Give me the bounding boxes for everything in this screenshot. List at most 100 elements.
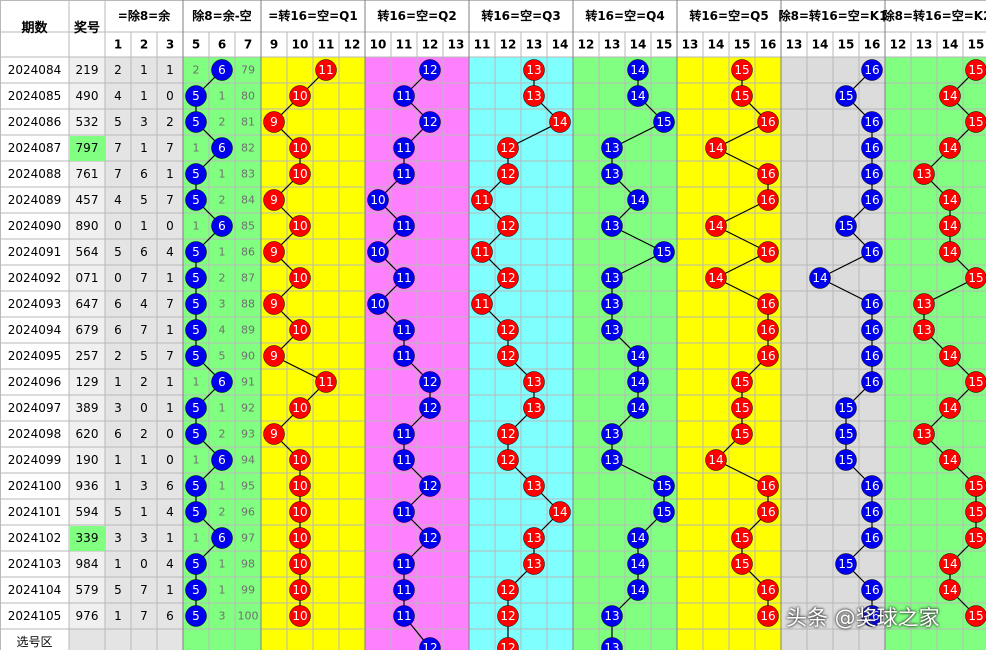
ball-label-q2: 11	[396, 557, 411, 571]
remainder-cell: 4	[166, 245, 174, 259]
remainder-cell: 4	[166, 505, 174, 519]
empty-count-cell: 86	[241, 246, 255, 259]
ball-label-q1: 10	[292, 89, 307, 103]
column-header-7-0: 13	[786, 38, 803, 52]
ball-q3	[523, 371, 545, 393]
ball-q3	[497, 579, 519, 601]
empty-count-cell: 3	[219, 298, 226, 311]
ball-k2	[965, 605, 986, 627]
column-header-2-2: 11	[318, 38, 335, 52]
remainder-cell: 4	[114, 89, 122, 103]
ball-k2	[939, 215, 961, 237]
group-title-5: 转16=空=Q4	[585, 8, 664, 23]
remainder-cell: 6	[114, 427, 122, 441]
ball-q5	[757, 111, 779, 133]
ball-label-r: 6	[218, 375, 226, 389]
ball-k1	[861, 345, 883, 367]
ball-r	[185, 319, 207, 341]
ball-q5	[757, 501, 779, 523]
ball-q2	[393, 85, 415, 107]
ball-q4	[601, 293, 623, 315]
prize-cell: 579	[76, 583, 99, 597]
remainder-cell: 1	[114, 557, 122, 571]
ball-label-k2: 14	[942, 401, 957, 415]
ball-label-q2: 11	[396, 583, 411, 597]
ball-q1	[289, 579, 311, 601]
ball-q1	[289, 475, 311, 497]
ball-label-q1: 9	[270, 297, 278, 311]
ball-q1	[289, 319, 311, 341]
prize-cell: 457	[76, 193, 99, 207]
ball-label-q1: 9	[270, 193, 278, 207]
remainder-cell: 1	[140, 89, 148, 103]
empty-count-cell: 96	[241, 506, 255, 519]
ball-label-q2: 12	[422, 63, 437, 77]
ball-q3	[497, 423, 519, 445]
ball-label-q1: 10	[292, 557, 307, 571]
column-header-8-0: 12	[890, 38, 907, 52]
ball-q5	[757, 475, 779, 497]
column-header-8-2: 14	[942, 38, 959, 52]
ball-k2	[939, 579, 961, 601]
ball-label-q3: 12	[500, 271, 515, 285]
ball-q2	[419, 111, 441, 133]
ball-q1	[263, 345, 285, 367]
ball-k1	[861, 293, 883, 315]
column-header-2-1: 10	[292, 38, 309, 52]
issue-cell: 2024098	[8, 427, 61, 441]
ball-label-q4: 13	[604, 427, 619, 441]
ball-label-q5: 16	[760, 609, 775, 623]
ball-label-q3: 12	[500, 323, 515, 337]
ball-q1	[289, 397, 311, 419]
ball-q1	[263, 189, 285, 211]
empty-count-cell: 97	[241, 532, 255, 545]
column-header-7-1: 14	[812, 38, 829, 52]
ball-label-k1: 15	[838, 219, 853, 233]
ball-q5	[757, 293, 779, 315]
ball-label-r: 5	[192, 323, 200, 337]
ball-label-q4: 13	[604, 141, 619, 155]
empty-count-cell: 99	[241, 584, 255, 597]
ball-label-q5: 15	[734, 401, 749, 415]
remainder-cell: 0	[166, 219, 174, 233]
ball-label-q5: 16	[760, 167, 775, 181]
ball-q4	[653, 111, 675, 133]
ball-label-q3: 13	[526, 479, 541, 493]
ball-q2	[393, 605, 415, 627]
ball-k1	[861, 319, 883, 341]
ball-q4	[601, 449, 623, 471]
ball-label-q2: 11	[396, 89, 411, 103]
remainder-cell: 0	[114, 219, 122, 233]
ball-label-k1: 16	[864, 479, 879, 493]
ball-q4	[627, 527, 649, 549]
ball-r	[211, 449, 233, 471]
ball-q2	[393, 553, 415, 575]
ball-r	[185, 189, 207, 211]
ball-label-q4: 14	[630, 375, 645, 389]
ball-label-k2: 14	[942, 219, 957, 233]
empty-count-cell: 79	[241, 64, 255, 77]
ball-label-q1: 10	[292, 583, 307, 597]
ball-label-k1: 16	[864, 193, 879, 207]
column-header-0-0: 1	[114, 38, 122, 52]
empty-count-cell: 84	[241, 194, 255, 207]
ball-label-q3: 12	[500, 141, 515, 155]
ball-label-q4: 13	[604, 219, 619, 233]
ball-label-k1: 16	[864, 245, 879, 259]
ball-label-r: 5	[192, 505, 200, 519]
ball-label-r: 5	[192, 89, 200, 103]
ball-q4	[627, 189, 649, 211]
ball-q4	[601, 423, 623, 445]
prize-cell: 679	[76, 323, 99, 337]
ball-k2	[939, 85, 961, 107]
issue-cell: 2024095	[8, 349, 61, 363]
ball-k1	[835, 449, 857, 471]
remainder-cell: 1	[140, 63, 148, 77]
ball-q4	[601, 267, 623, 289]
ball-q5	[757, 189, 779, 211]
remainder-cell: 7	[140, 583, 148, 597]
issue-cell: 2024085	[8, 89, 61, 103]
ball-q5	[757, 605, 779, 627]
column-header-6-3: 16	[760, 38, 777, 52]
ball-label-q3: 11	[474, 193, 489, 207]
